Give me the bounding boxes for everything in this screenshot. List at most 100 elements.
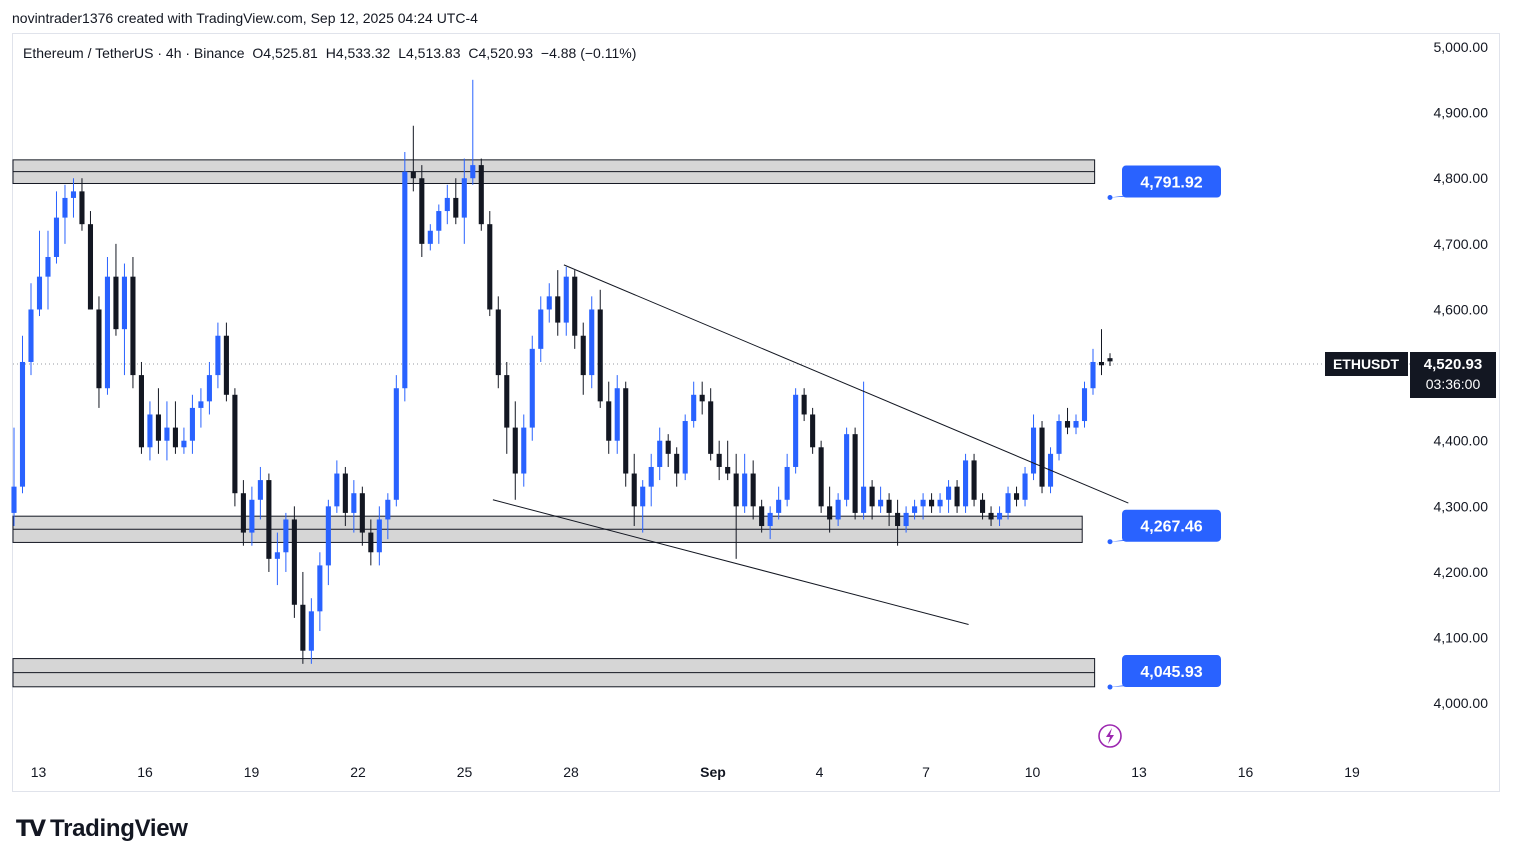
candle-body [444, 197, 450, 212]
symbol-title: Ethereum / TetherUS · 4h · Binance [23, 45, 245, 61]
tradingview-wordmark: TradingView [50, 815, 188, 842]
candle-body [793, 394, 799, 467]
candle-body [716, 453, 722, 467]
candle-body [232, 394, 238, 494]
candle-body [138, 375, 144, 448]
candle-body [181, 440, 187, 448]
candle-body [929, 499, 935, 507]
candle-body [70, 191, 77, 198]
candle-body [223, 335, 229, 395]
candle-body [96, 309, 102, 389]
y-tick-label: 5,000.00 [1434, 39, 1489, 55]
legend-open: O4,525.81 [252, 45, 318, 61]
candle-body [818, 447, 824, 507]
bar-countdown: 03:36:00 [1426, 376, 1481, 392]
candle-body [257, 480, 263, 500]
candle-body [980, 499, 986, 513]
candle-body [266, 480, 272, 559]
candle-body [648, 466, 654, 487]
trendlines[interactable] [492, 264, 1129, 625]
candle-body [351, 493, 357, 513]
candle-body [1039, 427, 1045, 487]
trendline [492, 499, 969, 625]
candle-body [198, 401, 204, 408]
candle-body [674, 453, 680, 474]
candle-body [912, 506, 918, 513]
price-axis[interactable]: 5,000.00 4,900.00 4,800.00 4,700.00 4,600.00… [1434, 39, 1489, 711]
candle-body [317, 565, 323, 612]
price-callouts[interactable]: 4,791.92 4,267.46 4,045.93 [1107, 165, 1222, 690]
candle-body [1013, 493, 1020, 500]
candle-body [963, 460, 969, 507]
last-price-badge: 4,520.93 03:36:00 [1410, 352, 1496, 398]
symbol-legend: Ethereum / TetherUS · 4h · Binance O4,52… [23, 45, 640, 61]
candle-body [512, 427, 518, 474]
candle-body [920, 499, 926, 507]
candle-body [895, 512, 901, 527]
candle-body [521, 427, 527, 474]
candle-body [359, 493, 365, 533]
candle-body [325, 506, 331, 566]
x-tick-label: 19 [244, 764, 260, 780]
legend-low: L4,513.83 [398, 45, 461, 61]
candle-body [869, 486, 875, 507]
candle-body [1030, 427, 1037, 474]
candle-body [937, 499, 943, 507]
time-axis[interactable]: 13 16 19 22 25 28 Sep 4 7 10 13 16 19 [31, 764, 1360, 780]
y-tick-label: 4,300.00 [1434, 498, 1489, 514]
trendline [563, 264, 1129, 504]
x-tick-label: 16 [137, 764, 153, 780]
candle-body [334, 473, 340, 507]
candle-body [827, 506, 833, 520]
x-tick-label: 19 [1344, 764, 1360, 780]
candle-body [852, 434, 858, 513]
candle-body [954, 486, 960, 507]
candle-body [665, 440, 671, 454]
candle-body [580, 335, 586, 376]
candle-body [504, 375, 510, 428]
candle-body [733, 473, 739, 507]
x-tick-label: Sep [700, 764, 726, 780]
candle-body [614, 388, 620, 441]
candle-body [436, 211, 442, 231]
candle-body [1056, 421, 1062, 454]
candle-body [725, 466, 731, 474]
candle-body [206, 375, 212, 402]
lightning-icon[interactable] [1098, 724, 1122, 748]
candle-body [1107, 358, 1113, 362]
candle-body [529, 348, 535, 428]
candle-body [1005, 493, 1011, 513]
candle-body [130, 276, 136, 376]
y-tick-label: 4,700.00 [1434, 236, 1489, 252]
candle-body [861, 486, 867, 513]
candle-body [79, 191, 85, 225]
chart-frame [12, 33, 1500, 792]
x-tick-label: 22 [350, 764, 366, 780]
x-tick-label: 16 [1238, 764, 1254, 780]
candle-body [903, 512, 909, 527]
candle-body [172, 427, 178, 448]
candle-body [393, 388, 399, 500]
y-tick-label: 4,600.00 [1434, 301, 1489, 317]
candle-body [988, 512, 994, 520]
candle-body [461, 178, 467, 218]
candle-body [1073, 421, 1079, 428]
candle-body [640, 486, 646, 507]
candle-body [555, 296, 561, 323]
candle-body [376, 519, 382, 553]
tradingview-logo[interactable]: TV TradingView [16, 815, 188, 843]
candle-body [19, 361, 26, 487]
callout-anchor [1107, 684, 1113, 690]
tradingview-logo-icon: TV [16, 816, 46, 842]
y-tick-label: 4,200.00 [1434, 564, 1489, 580]
candle-body [410, 171, 416, 179]
callout-label: 4,267.46 [1140, 519, 1202, 536]
price-callout: 4,791.92 [1107, 165, 1221, 201]
x-tick-label: 28 [563, 764, 579, 780]
candle-body [487, 224, 493, 310]
candle-body [215, 335, 221, 376]
x-tick-label: 4 [816, 764, 824, 780]
candle-body [402, 171, 408, 389]
candle-body [1090, 361, 1096, 389]
